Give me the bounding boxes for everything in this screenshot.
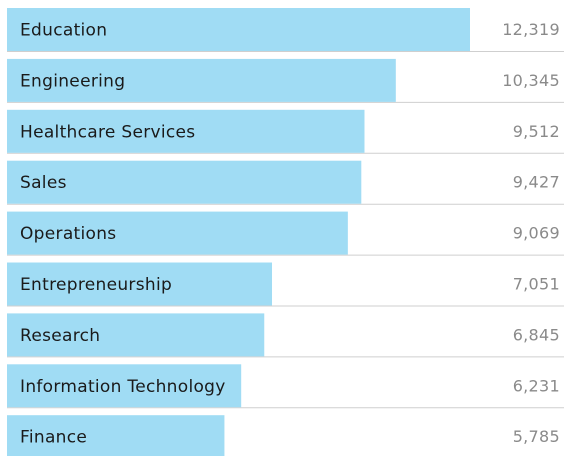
category-label: Operations (20, 224, 116, 244)
value-label: 9,512 (513, 122, 560, 141)
value-label: 9,427 (513, 173, 560, 192)
value-label: 9,069 (513, 224, 560, 243)
category-label: Finance (20, 428, 87, 448)
category-label: Research (20, 326, 100, 346)
bar (7, 313, 265, 357)
category-label: Information Technology (20, 377, 226, 397)
bar (7, 8, 470, 51)
bar (7, 364, 242, 408)
category-label: Healthcare Services (20, 122, 195, 142)
category-label: Entrepreneurship (20, 275, 172, 295)
bar (7, 109, 365, 153)
value-label: 7,051 (513, 275, 560, 294)
bar (7, 415, 225, 459)
bar (7, 262, 273, 306)
bar (7, 160, 362, 204)
value-label: 6,231 (513, 376, 560, 395)
value-label: 12,319 (502, 20, 560, 39)
category-label: Engineering (20, 71, 125, 91)
value-label: 6,845 (513, 325, 560, 344)
value-label: 10,345 (502, 71, 560, 90)
category-label: Sales (20, 173, 67, 193)
bar (7, 58, 396, 102)
category-label: Education (20, 21, 107, 41)
bar (7, 211, 348, 255)
value-label: 5,785 (513, 427, 560, 446)
